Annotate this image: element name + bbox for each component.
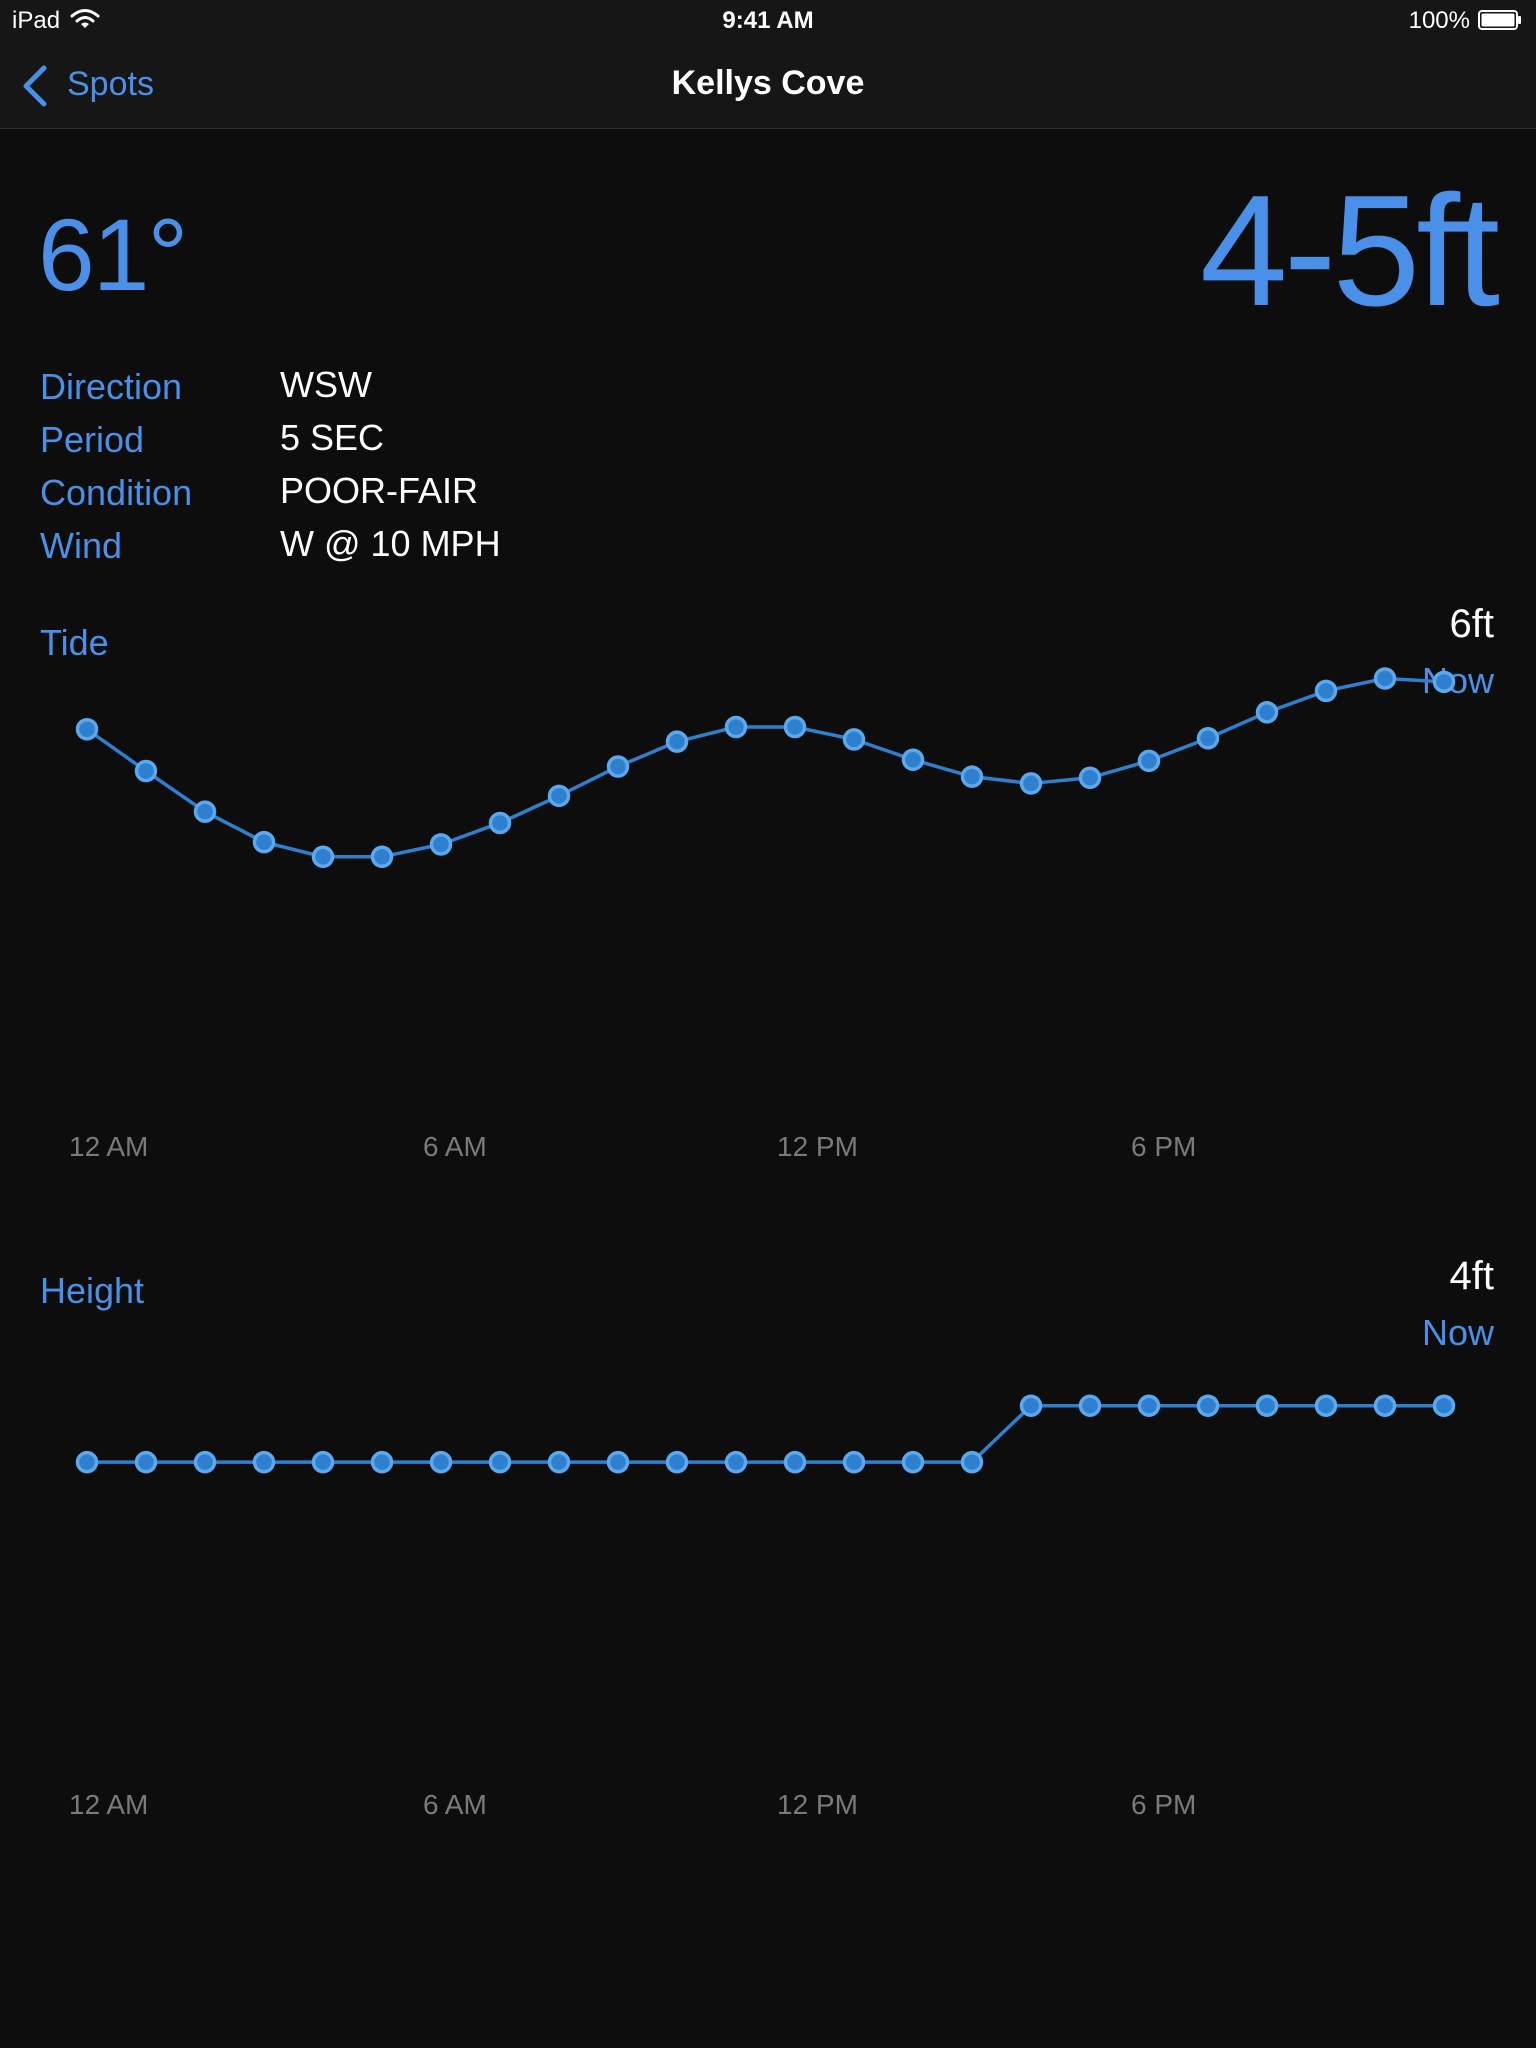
tide-data-point[interactable]	[1255, 701, 1279, 724]
tide-data-point[interactable]	[960, 765, 984, 788]
height-chart: 12 AM 6 AM 12 PM 6 PM	[69, 1394, 1456, 1820]
tide-data-point[interactable]	[252, 830, 276, 854]
height-data-point[interactable]	[783, 1450, 807, 1474]
height-section: Height 4ft Now 12 AM 6 AM 12 PM 6 PM	[0, 1254, 1536, 1842]
tide-data-point[interactable]	[606, 755, 630, 778]
tide-data-point[interactable]	[547, 784, 571, 808]
battery-icon	[1478, 10, 1521, 30]
tide-series-line	[85, 676, 1445, 859]
battery-percentage: 100%	[1408, 7, 1470, 34]
height-data-point[interactable]	[311, 1450, 335, 1474]
height-series-line	[87, 1403, 1444, 1464]
height-data-point[interactable]	[1255, 1394, 1279, 1417]
height-current-value: 4ft	[1449, 1254, 1494, 1298]
height-data-point[interactable]	[606, 1450, 630, 1474]
tide-data-point[interactable]	[193, 800, 217, 823]
height-title: Height	[40, 1270, 145, 1311]
height-data-point[interactable]	[1137, 1394, 1161, 1417]
status-bar: iPad 9:41 AM 100%	[0, 0, 1536, 40]
tide-data-point[interactable]	[370, 845, 394, 869]
detail-label: Wind	[40, 525, 123, 566]
tide-data-point[interactable]	[1019, 772, 1043, 795]
height-data-point[interactable]	[1196, 1394, 1220, 1417]
height-data-point[interactable]	[842, 1450, 866, 1474]
tide-tick-label: 12 PM	[777, 1131, 858, 1162]
tide-data-point[interactable]	[783, 715, 807, 739]
detail-label: Period	[40, 419, 145, 460]
tide-data-point[interactable]	[488, 811, 512, 835]
tide-tick-label: 12 AM	[69, 1131, 148, 1162]
tide-data-point[interactable]	[75, 717, 99, 741]
tide-tick-label: 6 AM	[423, 1131, 487, 1162]
tide-data-point[interactable]	[842, 728, 866, 751]
back-button-label: Spots	[67, 65, 154, 103]
detail-label: Condition	[40, 472, 193, 513]
wifi-icon	[70, 9, 100, 28]
status-time: 9:41 AM	[722, 7, 814, 34]
tide-data-point[interactable]	[429, 833, 453, 856]
height-data-point[interactable]	[429, 1450, 453, 1474]
height-data-point[interactable]	[75, 1450, 99, 1474]
detail-value: POOR-FAIR	[280, 470, 479, 511]
height-data-point[interactable]	[193, 1450, 217, 1474]
tide-data-point[interactable]	[134, 759, 158, 783]
navigation-bar: Spots Kellys Cove	[0, 40, 1536, 129]
tide-current-value: 6ft	[1449, 602, 1494, 646]
height-data-point[interactable]	[547, 1450, 571, 1474]
height-data-point[interactable]	[901, 1450, 925, 1474]
tide-data-point[interactable]	[311, 845, 335, 869]
tide-data-point[interactable]	[1432, 670, 1456, 694]
height-data-point[interactable]	[252, 1450, 276, 1474]
height-now-label[interactable]: Now	[1421, 1312, 1494, 1353]
height-data-point[interactable]	[960, 1450, 984, 1474]
height-data-point[interactable]	[488, 1450, 512, 1474]
detail-value: W @ 10 MPH	[280, 523, 501, 564]
height-tick-label: 6 PM	[1131, 1789, 1196, 1820]
tide-data-point[interactable]	[1196, 727, 1220, 750]
height-data-point[interactable]	[724, 1450, 748, 1474]
temperature: 61°	[38, 198, 188, 312]
tide-data-point[interactable]	[1078, 766, 1102, 790]
tide-tick-label: 6 PM	[1131, 1131, 1196, 1162]
height-tick-label: 6 AM	[423, 1789, 487, 1820]
device-name: iPad	[12, 7, 61, 34]
wave-height-range: 4-5ft	[1199, 163, 1500, 339]
tide-title: Tide	[40, 622, 109, 663]
tide-chart: 12 AM 6 AM 12 PM 6 PM	[69, 667, 1456, 1162]
detail-label: Direction	[40, 366, 183, 407]
tide-data-point[interactable]	[724, 715, 748, 739]
tide-data-point[interactable]	[1314, 679, 1338, 703]
tide-data-point[interactable]	[1137, 749, 1161, 773]
height-data-point[interactable]	[1373, 1394, 1397, 1417]
height-data-point[interactable]	[134, 1450, 158, 1474]
tide-section: Tide 6ft Now 12 AM 6 AM 12 PM 6 PM	[0, 602, 1536, 1170]
page-title: Kellys Cove	[671, 64, 865, 102]
height-data-point[interactable]	[370, 1450, 394, 1474]
height-data-point[interactable]	[665, 1450, 689, 1474]
tide-data-point[interactable]	[665, 730, 689, 753]
height-tick-label: 12 AM	[69, 1789, 148, 1820]
height-data-point[interactable]	[1078, 1394, 1102, 1417]
height-data-point[interactable]	[1019, 1394, 1043, 1417]
height-data-point[interactable]	[1432, 1394, 1456, 1417]
detail-value: 5 SEC	[280, 417, 385, 458]
tide-data-point[interactable]	[901, 748, 925, 771]
tide-data-point[interactable]	[1373, 667, 1397, 690]
detail-value: WSW	[280, 364, 372, 405]
height-data-point[interactable]	[1314, 1394, 1338, 1417]
chevron-left-icon	[23, 65, 47, 107]
height-tick-label: 12 PM	[777, 1789, 858, 1820]
